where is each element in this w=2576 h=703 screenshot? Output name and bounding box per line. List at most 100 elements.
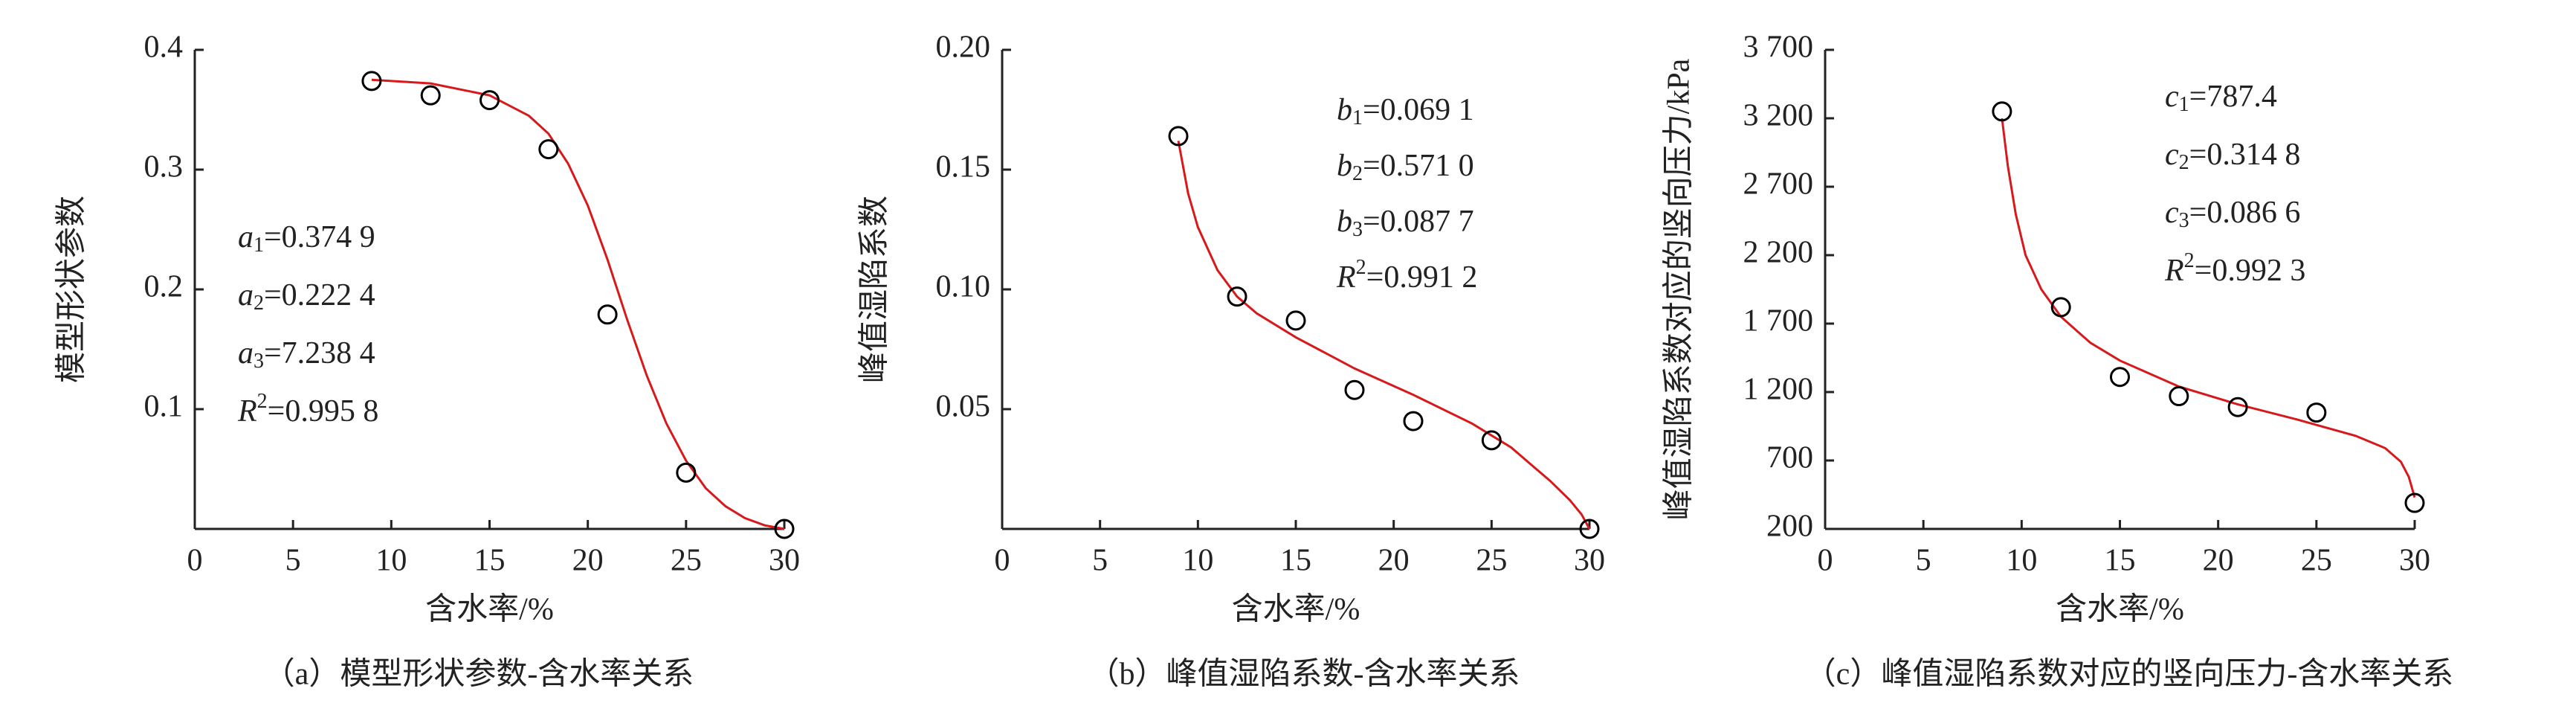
data-point <box>2050 297 2071 318</box>
data-point <box>2306 402 2327 423</box>
annotation-symbol: b <box>1337 149 1352 183</box>
annotation-text: =0.995 8 <box>268 394 379 428</box>
data-point <box>774 519 795 539</box>
data-point <box>2404 492 2425 513</box>
y-tick-label: 0.20 <box>936 31 991 65</box>
caption: （c）峰值湿陷系数对应的竖向压力-含水率关系 <box>1805 657 2454 692</box>
data-point <box>676 462 697 483</box>
data-point <box>1344 379 1365 400</box>
annotation-superscript: 2 <box>257 390 268 413</box>
annotation: c1=787.4 <box>2165 80 2277 117</box>
annotation-subscript: 1 <box>2179 93 2189 116</box>
y-axis-label: 峰值湿陷系数 <box>858 196 892 383</box>
data-point <box>2169 386 2189 407</box>
annotation-symbol: R <box>1336 260 1356 295</box>
annotation-symbol: a <box>238 220 254 254</box>
annotation-symbol: R <box>237 394 257 428</box>
x-tick-label: 30 <box>769 544 800 578</box>
annotation: a1=0.374 9 <box>238 220 375 257</box>
annotation-subscript: 3 <box>254 350 264 373</box>
data-point <box>2227 397 2248 417</box>
fit-curve <box>371 78 785 530</box>
annotation-text: =0.374 9 <box>264 220 375 254</box>
annotation-subscript: 2 <box>1352 162 1363 185</box>
x-tick-label: 15 <box>1280 544 1311 578</box>
annotation-text: =7.238 4 <box>264 336 375 370</box>
annotation-symbol: c <box>2165 138 2179 172</box>
y-tick-label: 0.1 <box>144 390 184 424</box>
annotation-subscript: 3 <box>2179 209 2189 232</box>
annotation: R2=0.992 3 <box>2164 249 2305 287</box>
caption: （b）峰值湿陷系数-含水率关系 <box>1088 657 1520 692</box>
annotation-symbol: b <box>1337 93 1352 127</box>
annotation-subscript: 3 <box>1352 218 1363 241</box>
caption: （a）模型形状参数-含水率关系 <box>264 657 694 692</box>
x-tick-label: 20 <box>1378 544 1410 578</box>
y-tick-label: 0.4 <box>144 31 184 65</box>
y-tick-label: 3 200 <box>1743 99 1814 133</box>
x-tick-label: 0 <box>995 544 1010 578</box>
data-point <box>361 71 382 92</box>
x-tick-label: 5 <box>1092 544 1108 578</box>
annotation-subscript: 2 <box>2179 151 2189 174</box>
y-tick-label: 700 <box>1766 441 1813 475</box>
annotation-text: =0.992 3 <box>2195 254 2306 288</box>
x-axis-label: 含水率/% <box>425 592 554 627</box>
annotation-text: =0.991 2 <box>1366 260 1478 295</box>
x-tick-label: 25 <box>2301 544 2332 578</box>
annotation-symbol: c <box>2165 196 2179 230</box>
data-point <box>1579 519 1600 539</box>
annotation: a3=7.238 4 <box>238 336 375 373</box>
x-tick-label: 25 <box>671 544 702 578</box>
y-tick-label: 0.05 <box>936 390 991 424</box>
fit-curve <box>2001 118 2416 498</box>
x-tick-label: 10 <box>375 544 407 578</box>
annotation-text: =0.571 0 <box>1363 149 1474 183</box>
annotation: R2=0.995 8 <box>237 390 378 428</box>
annotation-symbol: c <box>2165 80 2179 114</box>
x-tick-label: 0 <box>1818 544 1833 578</box>
annotation: a2=0.222 4 <box>238 278 375 315</box>
annotation: b3=0.087 7 <box>1337 205 1474 242</box>
y-axis-label: 峰值湿陷系数对应的竖向压力/kPa <box>1662 58 1697 520</box>
data-point <box>1992 101 2012 122</box>
y-tick-label: 200 <box>1766 510 1813 544</box>
annotation-superscript: 2 <box>2184 249 2195 272</box>
x-axis-label: 含水率/% <box>2056 592 2184 627</box>
annotation-symbol: a <box>238 336 254 370</box>
annotation-text: =0.222 4 <box>264 278 375 312</box>
y-axis-label: 模型形状参数 <box>54 196 89 383</box>
annotation: b2=0.571 0 <box>1337 149 1474 186</box>
y-tick-label: 0.2 <box>144 270 184 304</box>
annotation-subscript: 1 <box>1352 106 1363 129</box>
annotation: R2=0.991 2 <box>1336 256 1477 294</box>
data-point <box>1168 126 1189 147</box>
fit-curve <box>1177 141 1591 530</box>
x-tick-label: 25 <box>1476 544 1507 578</box>
y-tick-label: 0.15 <box>936 150 991 184</box>
annotation-text: =0.087 7 <box>1363 205 1474 239</box>
y-tick-label: 0.3 <box>144 150 184 184</box>
annotation-superscript: 2 <box>1356 256 1366 279</box>
annotation-symbol: a <box>238 278 254 312</box>
annotation-text: =0.086 6 <box>2189 196 2301 230</box>
annotation-subscript: 1 <box>254 234 264 257</box>
annotation-text: =0.069 1 <box>1363 93 1474 127</box>
x-axis-label: 含水率/% <box>1232 592 1360 627</box>
data-point <box>1481 430 1502 451</box>
x-tick-label: 5 <box>285 544 301 578</box>
annotation-symbol: R <box>2164 254 2184 288</box>
x-tick-label: 15 <box>474 544 506 578</box>
data-point <box>1285 310 1306 331</box>
data-point <box>1403 411 1424 431</box>
data-point <box>597 304 618 325</box>
x-tick-label: 10 <box>1182 544 1213 578</box>
y-tick-label: 1 200 <box>1743 373 1814 407</box>
y-tick-label: 1 700 <box>1743 304 1814 338</box>
x-tick-label: 0 <box>187 544 203 578</box>
y-tick-label: 2 700 <box>1743 167 1814 202</box>
data-point <box>420 85 441 106</box>
annotation: c3=0.086 6 <box>2165 196 2300 233</box>
x-tick-label: 20 <box>572 544 604 578</box>
